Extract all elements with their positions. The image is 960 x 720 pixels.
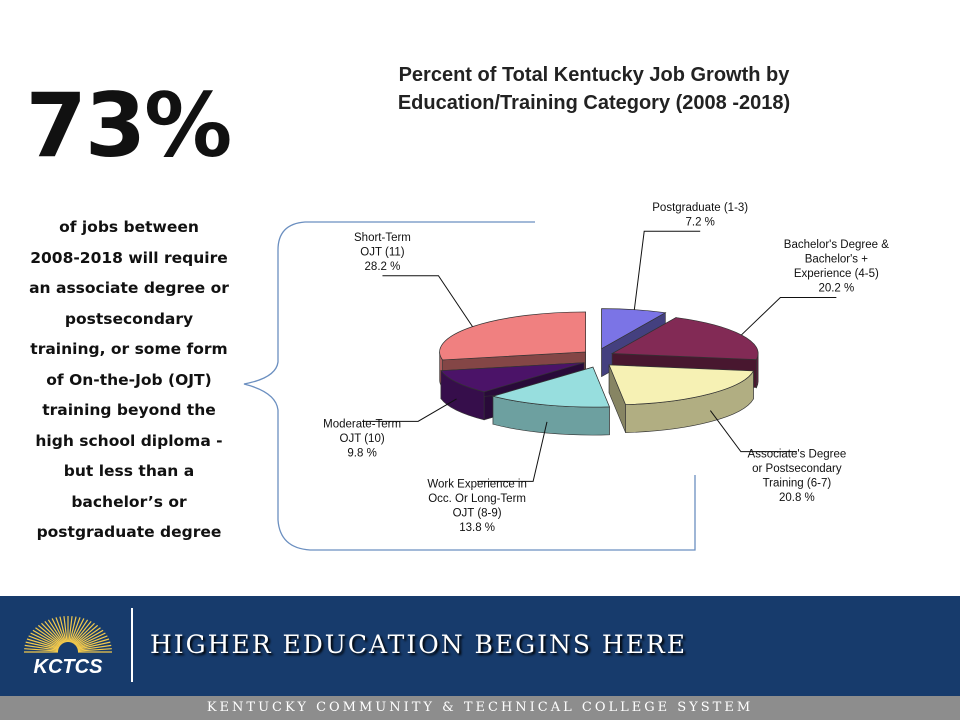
pie-leaders — [362, 230, 837, 482]
slice-value-label: 13.8 % — [459, 522, 495, 534]
sun-ray — [32, 629, 61, 647]
sun-ray — [59, 616, 67, 643]
slice-value-label: 7.2 % — [685, 216, 714, 228]
leader-line — [362, 398, 457, 422]
slice-value-label: 20.2 % — [818, 283, 854, 295]
pie-slice — [439, 311, 586, 361]
pie-slice — [601, 308, 667, 350]
slice-category-label: Associate's Degree — [748, 449, 847, 461]
description-line: high school diploma - — [35, 431, 223, 450]
sun-rays-icon — [24, 616, 112, 653]
leader-line — [709, 410, 797, 453]
pie-slice — [491, 366, 610, 408]
sun-ray — [68, 616, 73, 643]
sun-ray — [37, 624, 62, 646]
pie-slices — [439, 308, 759, 436]
leader-line — [741, 297, 837, 336]
sun-ray — [41, 622, 63, 645]
sun-ray — [55, 617, 66, 643]
sun-ray — [71, 618, 85, 643]
sun-ray — [28, 635, 60, 649]
slice-category-label: Training (6-7) — [763, 478, 832, 490]
sun-ray — [74, 624, 99, 646]
description-line: 2008-2018 will require — [30, 248, 228, 267]
pie-labels: Postgraduate (1-3) 7.2 % Bachelor's Degree… — [323, 202, 889, 534]
description-line: bachelor’s or — [71, 492, 187, 511]
pie-chart: Percent of Total Kentucky Job Growth by … — [243, 64, 889, 551]
pie-slice — [608, 364, 755, 406]
sun-ray — [73, 622, 95, 645]
description-line: but less than a — [63, 462, 195, 480]
footer-subline: KENTUCKY COMMUNITY & TECHNICAL COLLEGE S… — [0, 696, 960, 720]
slice-value-label: 20.8 % — [779, 492, 815, 504]
pie-slice — [610, 317, 759, 360]
sun-ray — [70, 617, 81, 643]
slice-category-label: Short-Term — [354, 232, 411, 244]
footer-divider — [131, 608, 133, 682]
sun-ray — [71, 619, 89, 644]
leader-line — [633, 230, 701, 310]
description-line: training beyond the — [42, 401, 216, 419]
sun-ray — [77, 644, 112, 651]
leader-line — [477, 421, 548, 482]
footer-tagline: HIGHER EDUCATION BEGINS HERE — [150, 630, 688, 659]
pie-slice — [440, 362, 585, 393]
sun-ray — [77, 648, 112, 652]
sun-ray — [63, 616, 68, 643]
sun-ray — [69, 616, 77, 643]
sun-ray — [30, 632, 60, 648]
slice-value-label: 9.8 % — [347, 447, 376, 459]
sun-ray — [77, 638, 110, 649]
sun-ray — [76, 632, 106, 648]
sun-ray — [77, 641, 111, 650]
sun-ray — [24, 644, 59, 651]
sun-ray — [51, 618, 65, 643]
headline-stat: 73% — [25, 74, 233, 177]
sun-ray — [75, 629, 104, 647]
slice-category-label: or Postsecondary — [752, 463, 842, 475]
footer-bar: KCTCS HIGHER EDUCATION BEGINS HERE — [0, 596, 960, 696]
logo-wordmark: KCTCS — [34, 656, 104, 678]
slice-category-label: Bachelor's + — [805, 254, 869, 266]
kctcs-logo: KCTCS — [24, 616, 112, 678]
sun-ray — [44, 621, 64, 644]
description-line: postgraduate degree — [36, 523, 222, 541]
sun-ray — [76, 635, 108, 649]
sun-ray — [47, 619, 65, 644]
slice-category-label: OJT (10) — [340, 433, 385, 445]
slice-category-label: Experience (4-5) — [794, 268, 879, 280]
slice-value-label: 28.2 % — [365, 261, 401, 273]
chart-title-line: Education/Training Category (2008 -2018) — [398, 92, 790, 114]
sun-ray — [26, 638, 59, 649]
slice-category-label: Moderate-Term — [323, 418, 401, 430]
sun-ray — [35, 627, 61, 646]
chart-title-line: Percent of Total Kentucky Job Growth by — [399, 64, 791, 86]
leader-line — [382, 275, 473, 327]
stat-description: of jobs between 2008-2018 will require a… — [22, 212, 236, 548]
slice-category-label: Postgraduate (1-3) — [652, 202, 748, 214]
sun-ray — [72, 621, 92, 644]
slice-category-label: Work Experience in — [427, 478, 527, 490]
description-line: training, or some form — [30, 340, 228, 358]
sun-ray — [25, 641, 59, 650]
description-line: postsecondary — [64, 309, 194, 328]
brace-line — [243, 221, 696, 551]
slice-category-label: Bachelor's Degree & — [784, 239, 889, 251]
description-line: an associate degree or — [29, 279, 229, 297]
slice-category-label: Occ. Or Long-Term — [428, 493, 526, 505]
sun-ray — [75, 627, 101, 646]
slice-category-label: OJT (11) — [360, 246, 404, 258]
description-line: of jobs between — [59, 218, 199, 236]
description-line: of On-the-Job (OJT) — [46, 370, 212, 389]
slice-category-label: OJT (8-9) — [453, 507, 502, 519]
sun-ray — [24, 648, 59, 652]
